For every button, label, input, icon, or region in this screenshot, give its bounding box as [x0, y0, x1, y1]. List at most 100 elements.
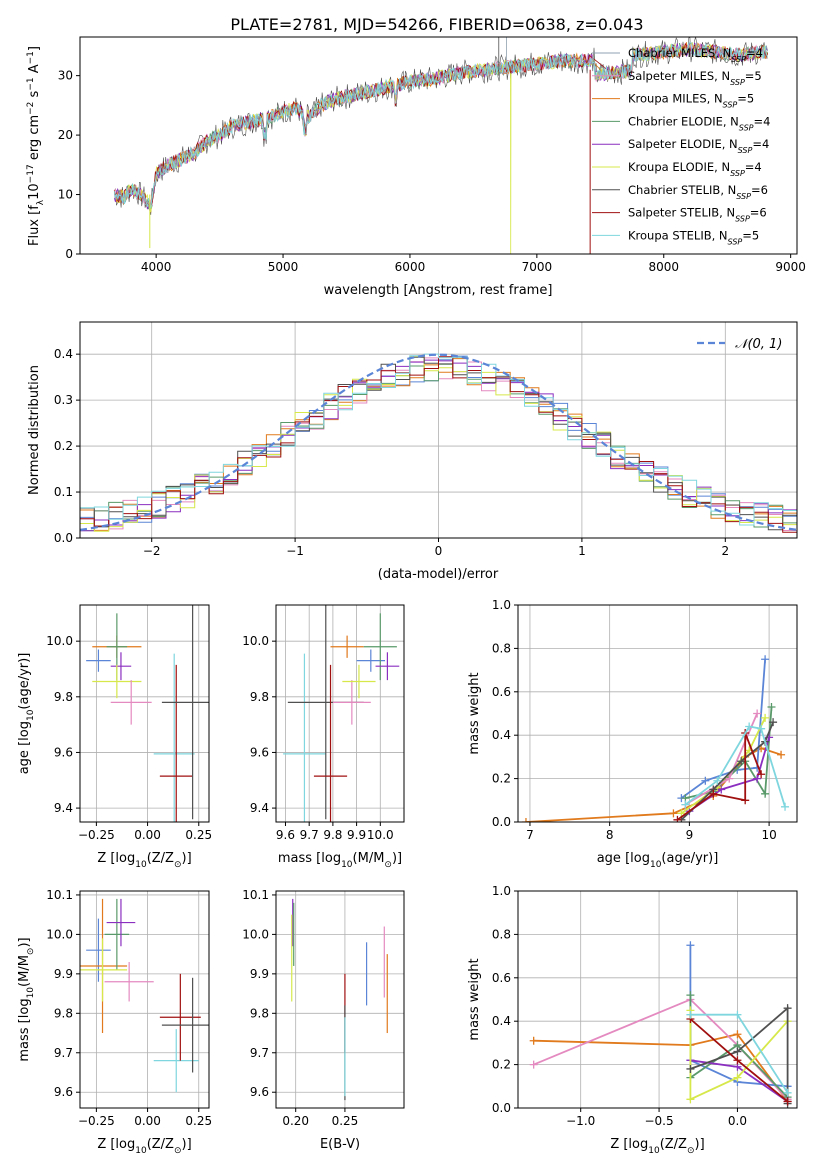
tick-label-x: 2	[721, 544, 729, 558]
tick-label-y: 9.6	[54, 745, 73, 759]
tick-label-y: 0.8	[492, 641, 511, 655]
weight-line	[533, 1033, 789, 1103]
weight-marker	[777, 750, 786, 759]
axes-frame	[275, 890, 405, 1109]
tick-label-y: 9.8	[250, 690, 269, 704]
mass-vs-EBV-axes: 0.20 0.25 9.6 9.7 9.8 9.9 10.0 10.1	[242, 888, 405, 1128]
y-axis-label: age [log10(age/yr)]	[17, 653, 36, 775]
tick-label-y: 0.2	[492, 1058, 511, 1072]
axes-frame	[517, 890, 798, 1109]
tick-label-y: 30	[58, 69, 73, 83]
legend-entry: Kroupa STELIB, NSSP=5	[628, 228, 759, 246]
residuals-axes: −2 −1 0 1 2 0.0 0.1 0.2 0.3 0.4	[54, 321, 798, 558]
tick-label-x: 0.0	[728, 1114, 747, 1128]
weight-marker	[753, 774, 762, 783]
plot-area	[113, 37, 768, 254]
tick-label-x: −1.0	[566, 1114, 595, 1128]
tick-label-y: 9.4	[54, 801, 73, 815]
legend-entry: Salpeter ELODIE, NSSP=4	[628, 137, 769, 155]
tick-label-x: 9.8	[323, 828, 342, 842]
spectrum-line-kroupa-stelib	[113, 41, 768, 209]
tick-label-x: 7	[526, 828, 534, 842]
weight-marker	[521, 818, 530, 822]
x-axis-label: Z [log10(Z/Z⊙)]	[610, 1137, 704, 1156]
tick-label-y: 9.8	[54, 1006, 73, 1020]
weight-marker	[725, 774, 734, 783]
tick-label-x: 0.00	[134, 828, 161, 842]
mass-vs-Z-axes: −0.25 0.00 0.25 9.6 9.7 9.8 9.9 10.0 10.1	[46, 888, 212, 1128]
tick-label-y: 0.0	[54, 531, 73, 545]
y-axis-label: mass [log10(M/M⊙)]	[17, 937, 36, 1061]
tick-label-y: 0.0	[492, 1101, 511, 1115]
tick-label-y: 1.0	[492, 884, 511, 898]
plot-area	[80, 353, 797, 537]
y-axis-label: Flux [fλ10−17 erg cm−2 s−1 A−1]	[26, 46, 46, 246]
legend-entry: Kroupa MILES, NSSP=5	[628, 92, 754, 110]
plot-area	[283, 605, 400, 822]
tick-label-x: 1	[578, 544, 586, 558]
tick-label-y: 0.8	[492, 927, 511, 941]
axes-frame	[79, 36, 798, 255]
axes-frame	[79, 321, 798, 539]
tick-label-x: 9000	[775, 260, 806, 274]
normal-curve	[80, 353, 797, 531]
weight-marker	[737, 757, 746, 766]
weight-marker	[529, 1036, 538, 1045]
x-axis-label: Z [log10(Z/Z⊙)]	[97, 1137, 191, 1156]
tick-label-y: 9.4	[250, 801, 269, 815]
tick-label-x: −0.25	[78, 828, 115, 842]
tick-label-y: 9.8	[250, 1006, 269, 1020]
tick-label-x: 0.20	[282, 1114, 309, 1128]
weight-line	[690, 1006, 789, 1104]
tick-label-y: 1.0	[492, 598, 511, 612]
weight-marker	[709, 789, 718, 798]
weight-marker	[733, 1047, 742, 1056]
weight-marker	[761, 655, 770, 664]
histogram-step	[80, 353, 797, 529]
weight-marker	[529, 1060, 538, 1069]
tick-label-y: 0.3	[54, 393, 73, 407]
tick-label-y: 9.6	[250, 1085, 269, 1099]
legend-entry: 𝒩(0, 1)	[735, 337, 782, 352]
legend-entry: Salpeter STELIB, NSSP=6	[628, 206, 767, 224]
weight-marker	[686, 991, 695, 1000]
x-axis-label: age [log10(age/yr)]	[597, 851, 719, 870]
tick-label-y: 9.9	[54, 967, 73, 981]
y-axis-label: mass weight	[467, 672, 482, 754]
weight-marker	[686, 1095, 695, 1104]
axes-frame	[275, 604, 405, 823]
tick-label-y: 0.2	[54, 439, 73, 453]
weight-marker	[783, 1088, 792, 1097]
tick-label-y: 0.2	[492, 772, 511, 786]
tick-label-y: 9.6	[54, 1085, 73, 1099]
tick-label-x: 9.9	[347, 828, 366, 842]
weight-marker	[733, 1030, 742, 1039]
weight-marker	[686, 1064, 695, 1073]
tick-label-y: 20	[58, 128, 73, 142]
legend-entry: Chabrier STELIB, NSSP=6	[628, 183, 768, 201]
legend-entry: Kroupa ELODIE, NSSP=4	[628, 160, 762, 178]
y-axis-label: Normed distribution	[27, 365, 42, 495]
weight-marker	[761, 713, 770, 722]
x-axis-label: mass [log10(M/M⊙)]	[278, 851, 402, 870]
tick-label-x: 6000	[395, 260, 426, 274]
tick-label-y: 9.6	[250, 745, 269, 759]
weight-line	[689, 1010, 789, 1101]
tick-label-y: 9.8	[54, 690, 73, 704]
weight-vs-age-axes: 7 8 9 10 0.0 0.2 0.4 0.6 0.8 1.0	[492, 598, 798, 842]
tick-label-x: −2	[143, 544, 161, 558]
tick-label-x: 8000	[648, 260, 679, 274]
tick-label-x: −1	[286, 544, 304, 558]
tick-label-x: 9.7	[300, 828, 319, 842]
tick-label-x: −0.5	[644, 1114, 673, 1128]
tick-label-x: −0.25	[78, 1114, 115, 1128]
tick-label-x: 4000	[141, 260, 172, 274]
weight-marker	[745, 722, 754, 731]
weight-marker	[767, 702, 776, 711]
figure-title: PLATE=2781, MJD=54266, FIBERID=0638, z=0…	[230, 15, 643, 34]
weight-marker	[733, 1073, 742, 1082]
tick-label-x: 0.25	[185, 828, 212, 842]
axes-frame	[517, 604, 798, 823]
tick-label-x: 0.25	[332, 1114, 359, 1128]
